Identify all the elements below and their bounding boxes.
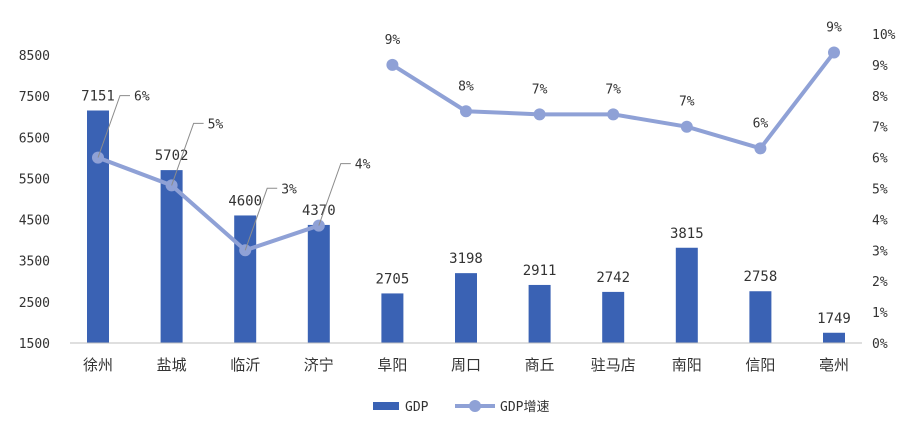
gdp-value-label: 3815	[670, 226, 704, 242]
gdp-bar	[307, 224, 330, 343]
growth-point	[533, 108, 546, 121]
growth-value-label: 7%	[679, 95, 695, 110]
right-axis-tick-label: 8%	[872, 90, 888, 105]
growth-value-label: 7%	[605, 82, 621, 97]
right-axis-tick-label: 1%	[872, 306, 888, 321]
legend-gdp-label: GDP	[405, 400, 429, 415]
growth-value-label: 9%	[826, 21, 842, 36]
category-label: 周口	[451, 356, 481, 374]
growth-line	[97, 155, 320, 253]
category-label: 盐城	[157, 356, 187, 374]
right-axis-tick-label: 5%	[872, 183, 888, 198]
category-label: 信阳	[745, 356, 775, 374]
gdp-value-label: 2911	[523, 263, 557, 279]
left-axis-tick-label: 7500	[19, 90, 50, 105]
growth-value-label: 3%	[281, 182, 297, 197]
gdp-bar	[87, 110, 109, 344]
left-axis-tick-label: 8500	[19, 49, 50, 64]
left-axis-tick-label: 3500	[19, 255, 50, 270]
category-label: 亳州	[819, 356, 849, 374]
growth-value-label: 6%	[753, 116, 769, 131]
growth-value-label: 8%	[458, 79, 474, 94]
right-axis-tick-label: 0%	[872, 337, 888, 352]
growth-point	[460, 105, 472, 118]
right-axis-tick-label: 4%	[872, 213, 888, 228]
gdp-value-label: 3198	[449, 251, 483, 267]
left-axis-tick-label: 5500	[19, 172, 50, 187]
right-axis-tick-label: 9%	[872, 59, 888, 74]
category-label: 临沂	[230, 356, 260, 374]
category-label: 阜阳	[377, 356, 407, 374]
growth-point	[386, 58, 399, 71]
category-label: 商丘	[525, 356, 555, 374]
category-label: 济宁	[304, 356, 334, 374]
gdp-bar	[602, 291, 625, 343]
gdp-value-label: 1749	[817, 311, 851, 327]
left-axis-tick-label: 2500	[19, 296, 50, 311]
growth-value-label: 6%	[134, 90, 150, 105]
left-axis-tick-label: 4500	[19, 214, 50, 229]
left-axis-tick-label: 1500	[19, 337, 50, 352]
legend-growth-label: GDP增速	[500, 400, 549, 415]
growth-value-label: 5%	[208, 117, 224, 132]
gdp-bar	[160, 170, 183, 343]
gdp-bar	[455, 273, 477, 343]
gdp-value-label: 7151	[81, 89, 115, 105]
gdp-value-labels: 7151 5702 4600 4370 2705 3198 2911 2742 3815 2758…	[81, 89, 851, 327]
growth-label-leader	[171, 122, 204, 186]
growth-value-label: 9%	[385, 33, 401, 48]
right-axis-tick-label: 10%	[872, 28, 896, 43]
gdp-bars	[87, 110, 845, 344]
legend: GDP GDP增速	[373, 400, 549, 415]
growth-point	[607, 108, 620, 121]
growth-label-leaders	[97, 95, 351, 251]
gdp-bar	[749, 291, 772, 343]
category-label: 徐州	[83, 356, 113, 374]
gdp-value-label: 2742	[596, 270, 630, 286]
gdp-bar	[528, 284, 551, 343]
right-axis-tick-label: 3%	[872, 244, 888, 259]
gdp-bar	[381, 293, 404, 343]
gdp-value-label: 4600	[228, 193, 262, 209]
growth-line	[391, 51, 836, 151]
gdp-value-label: 4370	[302, 203, 336, 219]
gdp-value-label: 2705	[376, 271, 410, 287]
gdp-value-label: 2758	[744, 269, 778, 285]
gdp-bar	[823, 332, 845, 343]
growth-value-labels: 6% 5% 3% 4% 9% 8% 7% 7% 7% 6% 9%	[134, 21, 842, 198]
category-label: 南阳	[672, 356, 702, 374]
category-labels: 徐州 盐城 临沂 济宁 阜阳 周口 商丘 驻马店 南阳 信阳 亳州	[83, 356, 849, 374]
growth-point	[754, 142, 767, 155]
growth-value-label: 7%	[532, 82, 548, 97]
growth-line-series	[92, 46, 840, 257]
gdp-value-label: 5702	[155, 148, 189, 164]
left-axis-ticks: 1500 2500 3500 4500 5500 6500 7500 8500	[19, 49, 50, 352]
growth-point	[828, 46, 840, 59]
legend-growth-marker	[469, 400, 481, 412]
growth-label-leader	[318, 163, 351, 226]
growth-value-label: 4%	[355, 158, 371, 173]
left-axis-tick-label: 6500	[19, 131, 50, 146]
gdp-bar	[675, 247, 698, 343]
growth-point	[680, 120, 693, 133]
right-axis-ticks: 0% 1% 2% 3% 4% 5% 6% 7% 8% 9% 10%	[872, 28, 896, 352]
gdp-bar	[234, 215, 257, 343]
right-axis-tick-label: 6%	[872, 152, 888, 167]
growth-label-leader	[244, 187, 278, 251]
category-label: 驻马店	[591, 356, 636, 374]
legend-gdp-swatch	[373, 402, 399, 410]
right-axis-tick-label: 7%	[872, 121, 888, 136]
right-axis-tick-label: 2%	[872, 275, 888, 290]
growth-label-leader	[97, 95, 130, 158]
